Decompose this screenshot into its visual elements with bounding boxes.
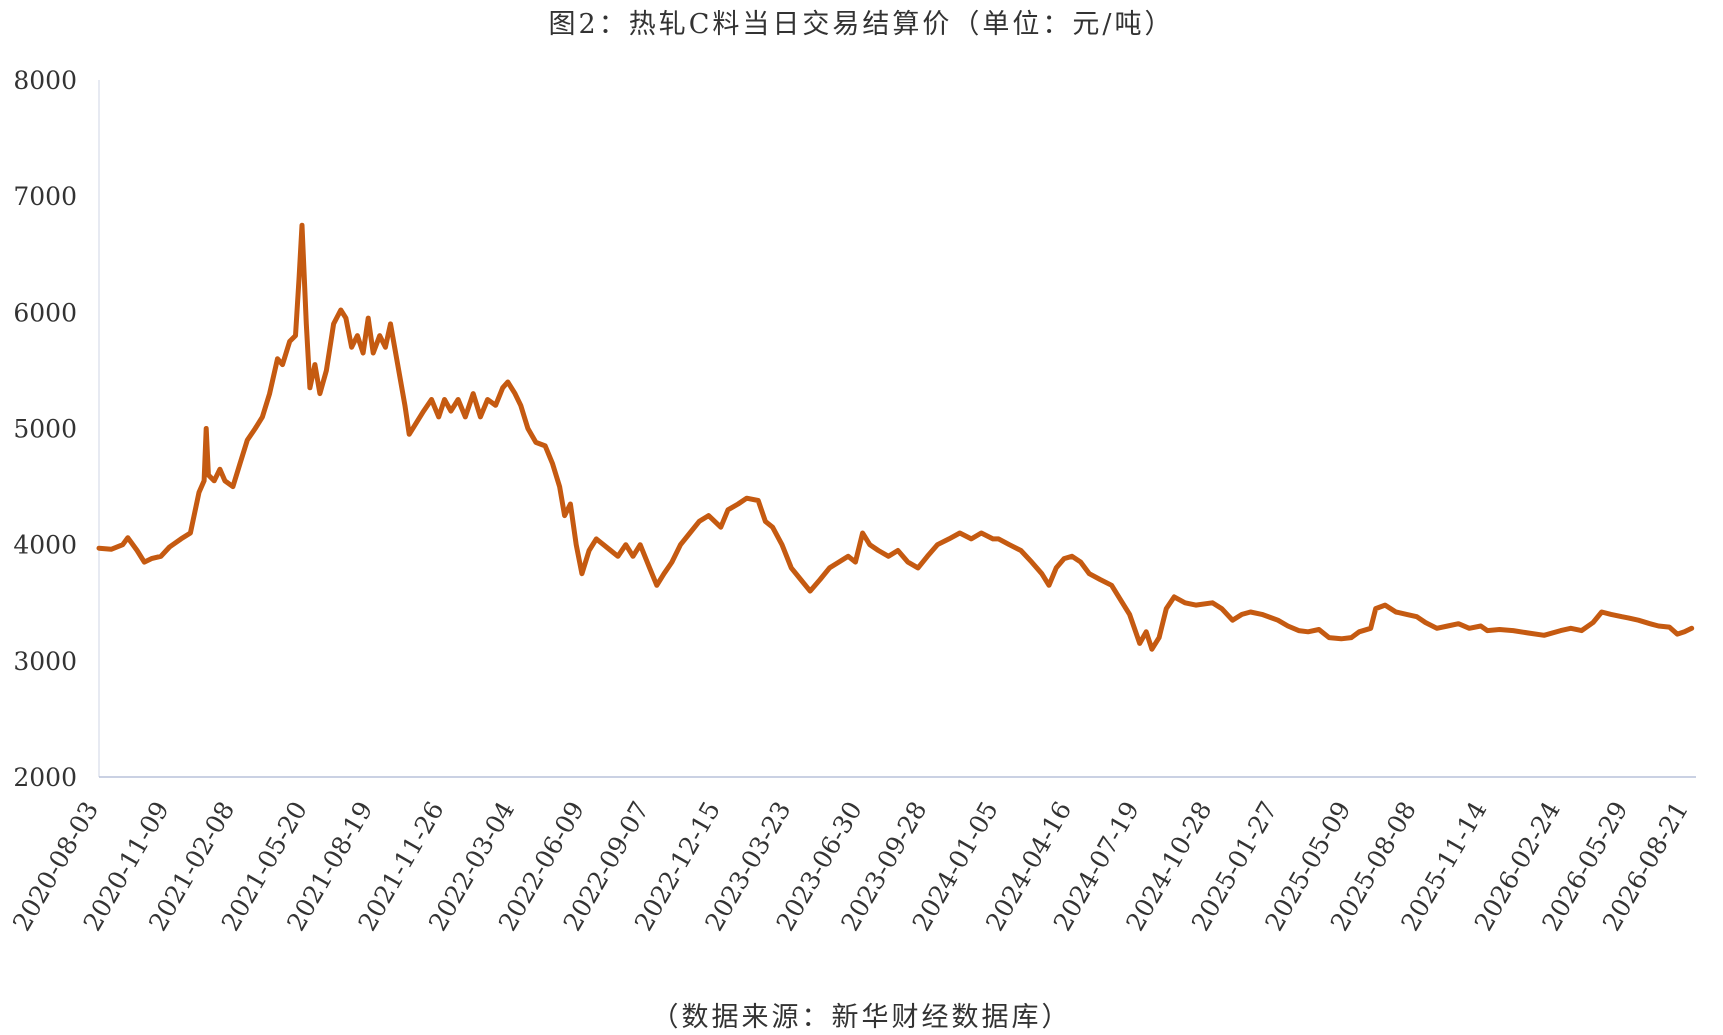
series-line	[96, 222, 1695, 652]
y-tick-label: 5000	[13, 415, 77, 444]
x-axis-ticks: 2020-08-032020-11-092021-02-082021-05-20…	[7, 797, 1694, 936]
y-tick-label: 7000	[13, 182, 77, 211]
y-axis-ticks: 8000 7000 6000 5000 4000 3000 2000	[13, 66, 77, 792]
source-note: （数据来源：新华财经数据库）	[651, 1002, 1072, 1033]
y-tick-label: 2000	[13, 763, 77, 792]
y-tick-label: 6000	[13, 298, 77, 327]
y-tick-label: 3000	[13, 647, 77, 676]
y-tick-label: 8000	[13, 66, 77, 95]
chart-title: 图2：热轧C料当日交易结算价（单位：元/吨）	[548, 9, 1175, 40]
y-tick-label: 4000	[13, 531, 77, 560]
